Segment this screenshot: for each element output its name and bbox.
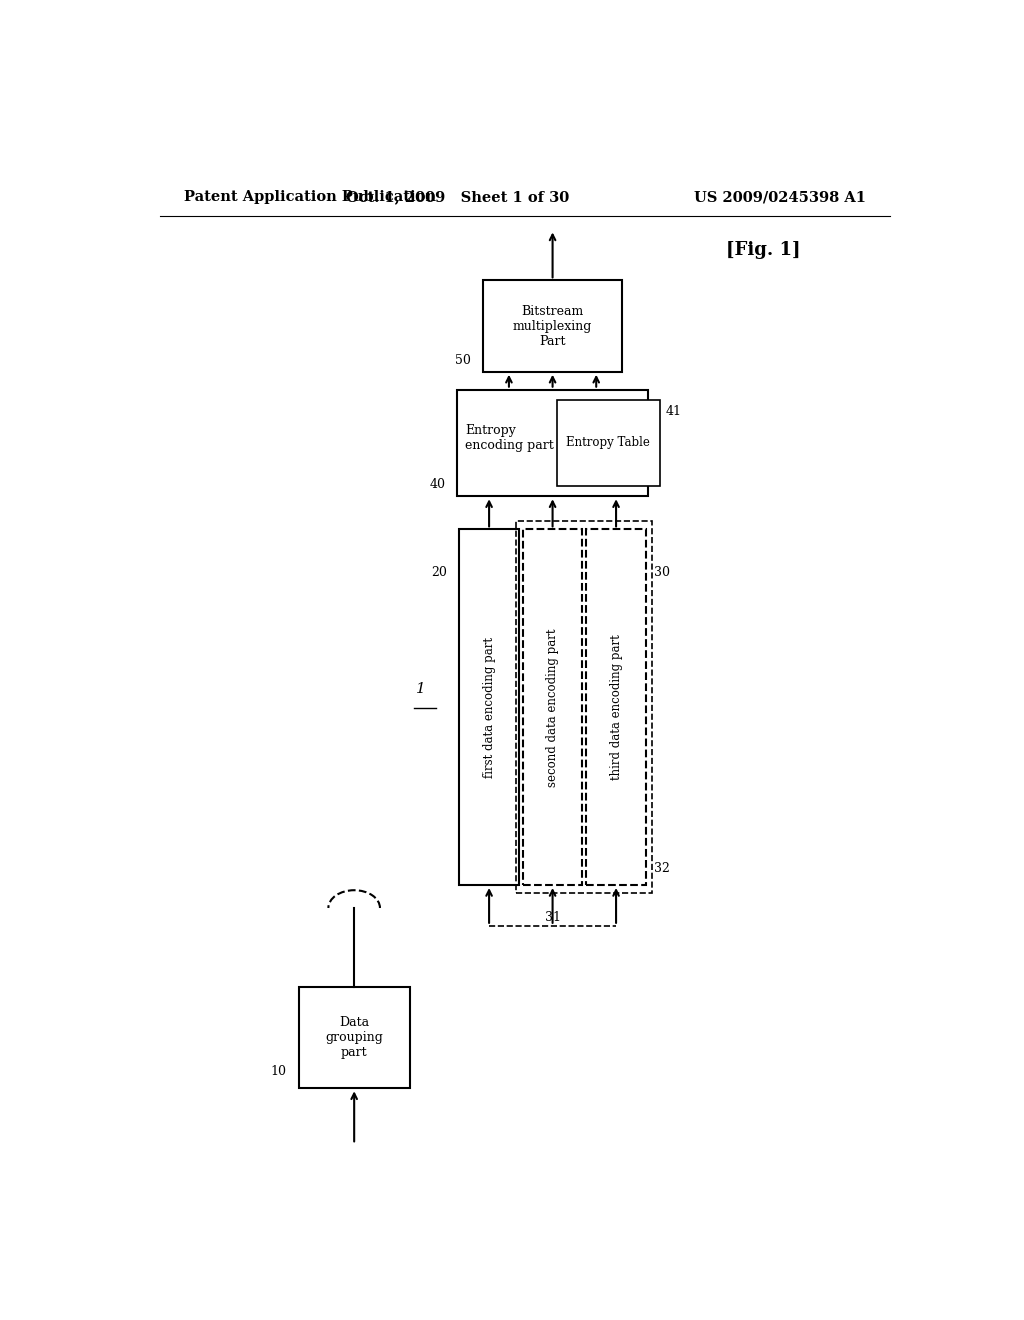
Text: Patent Application Publication: Patent Application Publication [183, 190, 435, 205]
Text: 41: 41 [666, 405, 682, 418]
Text: [Fig. 1]: [Fig. 1] [726, 240, 800, 259]
Text: 20: 20 [431, 565, 447, 578]
Text: US 2009/0245398 A1: US 2009/0245398 A1 [694, 190, 866, 205]
FancyBboxPatch shape [458, 389, 648, 496]
FancyBboxPatch shape [587, 529, 646, 886]
Text: 10: 10 [270, 1065, 287, 1078]
Text: third data encoding part: third data encoding part [609, 635, 623, 780]
Text: Oct. 1, 2009   Sheet 1 of 30: Oct. 1, 2009 Sheet 1 of 30 [346, 190, 569, 205]
FancyBboxPatch shape [557, 400, 659, 486]
Text: 50: 50 [456, 354, 471, 367]
FancyBboxPatch shape [483, 280, 622, 372]
Text: 40: 40 [429, 478, 445, 491]
FancyBboxPatch shape [299, 987, 410, 1089]
Text: second data encoding part: second data encoding part [546, 628, 559, 787]
FancyBboxPatch shape [460, 529, 519, 886]
Text: Data
grouping
part: Data grouping part [326, 1016, 383, 1059]
Text: Entropy
encoding part: Entropy encoding part [465, 424, 554, 451]
FancyBboxPatch shape [523, 529, 583, 886]
Text: 1: 1 [416, 682, 425, 697]
Text: first data encoding part: first data encoding part [482, 636, 496, 777]
Text: Entropy Table: Entropy Table [566, 437, 650, 450]
Text: 30: 30 [653, 565, 670, 578]
Text: Bitstream
multiplexing
Part: Bitstream multiplexing Part [513, 305, 592, 347]
Text: 31: 31 [545, 911, 560, 924]
Text: 32: 32 [653, 862, 670, 875]
